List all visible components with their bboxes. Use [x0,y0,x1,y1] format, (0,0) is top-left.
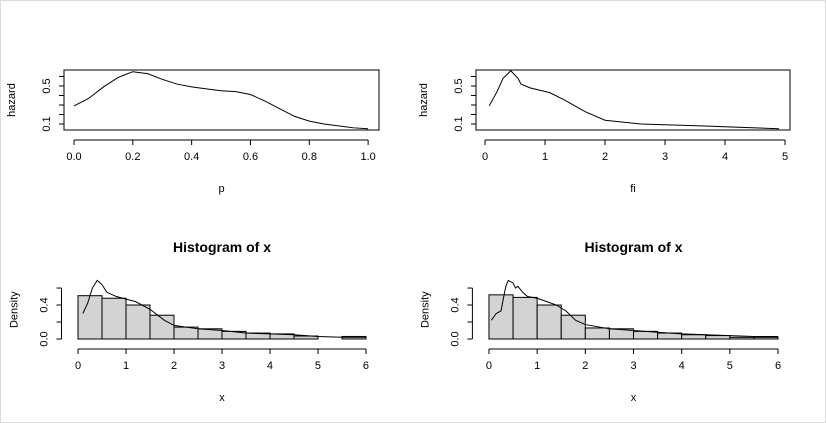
y-axis-label: Density [419,291,431,328]
bar [536,304,562,340]
y-tick-label: 0.1 [41,116,53,131]
x-tick-label: 0.4 [184,151,199,163]
bar [729,336,755,340]
x-tick-label: 4 [679,360,685,372]
y-tick-label: 0.5 [41,78,53,93]
x-tick-label: 2 [602,151,608,163]
x-tick-label: 3 [630,360,636,372]
y-tick-label: 0.0 [38,331,50,346]
x-tick-label: 4 [267,360,273,372]
x-tick-label: 1 [542,151,548,163]
x-tick-label: 0 [482,151,488,163]
x-tick-label: 5 [782,151,788,163]
x-tick-label: 0.6 [243,151,258,163]
bar [681,334,707,340]
x-tick-label: 5 [315,360,321,372]
chart-title: Histogram of x [584,239,682,255]
bar [125,304,151,340]
bar [488,294,514,340]
y-tick-label: 0.4 [38,297,50,312]
density-line [490,279,779,337]
x-tick-label: 1.0 [360,151,375,163]
bar [512,296,538,340]
x-tick-label: 0 [486,360,492,372]
hazard-line [488,70,780,130]
y-tick-label: 0.1 [453,116,465,131]
bar [560,314,586,340]
x-tick-label: 3 [662,151,668,163]
x-tick-label: 2 [171,360,177,372]
x-axis-label: p [218,183,224,195]
chart-title: Histogram of x [173,239,271,255]
hazard-line [73,71,369,130]
x-tick-label: 0.8 [302,151,317,163]
y-axis-label: Density [8,291,20,328]
y-axis-label: hazard [418,83,430,117]
bar [705,335,731,340]
bar [633,330,659,340]
x-tick-label: 3 [219,360,225,372]
bar [173,326,199,340]
y-tick-label: 0.5 [453,78,465,93]
x-tick-label: 6 [363,360,369,372]
x-tick-label: 2 [582,360,588,372]
x-tick-label: 0.0 [66,151,81,163]
bar [77,295,103,340]
x-axis-label: x [631,392,637,404]
y-tick-label: 0.4 [449,297,461,312]
x-tick-label: 5 [727,360,733,372]
x-tick-label: 0.2 [125,151,140,163]
x-axis-label: x [219,392,225,404]
y-tick-label: 0.0 [449,331,461,346]
x-tick-label: 4 [722,151,728,163]
x-tick-label: 1 [123,360,129,372]
x-tick-label: 0 [75,360,81,372]
bar [584,327,610,340]
y-axis-label: hazard [6,83,18,117]
density-line [82,279,366,338]
x-tick-label: 1 [534,360,540,372]
x-tick-label: 6 [775,360,781,372]
bar [753,336,779,340]
bar [101,297,127,340]
x-axis-label: fi [630,183,636,195]
